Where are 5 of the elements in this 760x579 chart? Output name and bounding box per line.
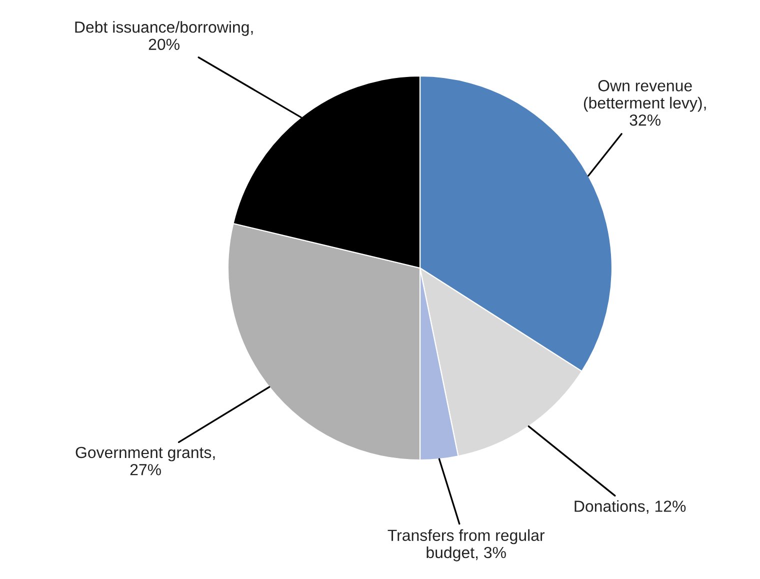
- slice-label: Debt issuance/borrowing, 20%: [75, 21, 253, 50]
- slice-label: Donations, 12%: [574, 500, 686, 514]
- slice-label: Transfers from regular budget, 3%: [388, 529, 545, 562]
- slice-label: Own revenue (betterment levy), 32%: [584, 80, 706, 126]
- slice-label: Government grants, 27%: [76, 446, 215, 476]
